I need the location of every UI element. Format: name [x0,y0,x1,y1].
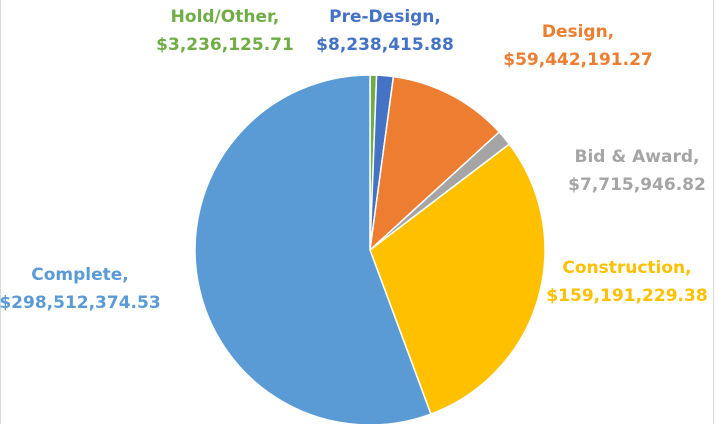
slice-category-label: Bid & Award, [575,147,700,167]
slice-value-label: $59,442,191.27 [503,50,653,70]
slice-category-label: Hold/Other, [171,7,280,27]
slice-value-label: $3,236,125.71 [156,35,294,55]
pie-slice [194,74,432,424]
slice-value-label: $159,191,229.38 [546,286,707,306]
pie-slice [368,75,501,252]
slice-category-label: Construction, [562,258,691,278]
slice-value-label: $8,238,415.88 [316,35,454,55]
slice-category-label: Pre-Design, [329,7,441,27]
slice-category-label: Design, [542,22,614,42]
slice-value-label: $7,715,946.82 [568,175,706,195]
pie-slice [369,143,546,416]
slice-category-label: Complete, [31,265,129,285]
slice-value-label: $298,512,374.53 [0,293,161,313]
